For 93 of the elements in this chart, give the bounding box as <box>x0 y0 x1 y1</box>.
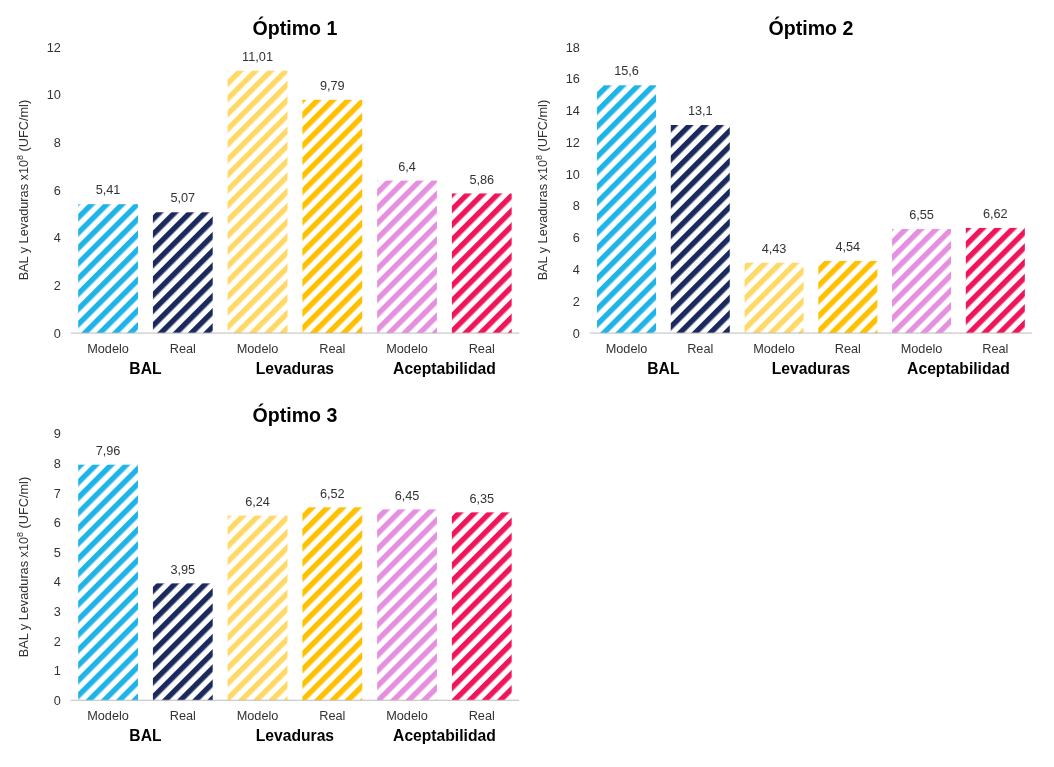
chart-title: Óptimo 2 <box>768 16 854 40</box>
text: Aceptabilidad <box>907 360 1010 378</box>
y-tick-label: 2 <box>53 277 61 293</box>
bar <box>451 512 512 701</box>
y-tick-label: 6 <box>53 182 61 198</box>
y-tick-label: 14 <box>565 103 580 119</box>
y-tick-label: 5 <box>53 544 61 560</box>
y-tick-label: 10 <box>565 166 580 182</box>
y-tick-label: 1 <box>53 663 61 679</box>
data-label: 6,4 <box>398 158 416 174</box>
bar <box>302 99 363 334</box>
text: BAL <box>647 360 680 378</box>
text: Levaduras <box>255 727 335 745</box>
data-label: 9,79 <box>319 78 345 94</box>
x-tick-label: Modelo <box>605 340 648 356</box>
y-tick-label: 9 <box>53 426 61 442</box>
data-label: 6,45 <box>394 487 420 503</box>
x-tick-label: Modelo <box>87 340 129 356</box>
x-tick-label: Modelo <box>236 340 279 356</box>
text: Levaduras <box>771 360 851 378</box>
x-tick-label: Real <box>468 707 495 723</box>
data-label: 6,55 <box>909 207 934 223</box>
x-tick-label: Real <box>982 340 1009 356</box>
x-tick-label: Real <box>687 340 714 356</box>
text: BAL <box>129 360 162 378</box>
y-tick-label: 4 <box>53 230 61 246</box>
bar <box>302 507 363 701</box>
bar <box>965 227 1025 334</box>
data-label: 15,6 <box>614 63 639 79</box>
bar <box>670 125 730 334</box>
text: Aceptabilidad <box>393 727 496 745</box>
data-label: 5,07 <box>170 190 196 206</box>
y-tick-label: 10 <box>46 87 61 103</box>
y-tick-label: 6 <box>572 230 580 246</box>
y-tick-label: 2 <box>572 293 580 309</box>
text: Aceptabilidad <box>393 360 496 378</box>
bar <box>78 204 138 334</box>
bar <box>78 464 138 701</box>
x-tick-label: Real <box>834 340 861 356</box>
data-label: 4,43 <box>761 240 787 256</box>
data-label: 6,35 <box>469 490 495 506</box>
bar <box>227 515 288 701</box>
y-tick-label: 12 <box>565 134 580 150</box>
x-tick-label: Modelo <box>87 707 129 723</box>
x-tick-label: Modelo <box>900 340 943 356</box>
bar <box>451 193 512 334</box>
y-tick-label: 8 <box>53 134 61 150</box>
bar <box>377 180 437 334</box>
data-label: 13,1 <box>687 103 713 119</box>
x-tick-label: Real <box>319 707 346 723</box>
x-tick-label: Real <box>468 340 495 356</box>
bar <box>152 212 213 334</box>
y-tick-label: 6 <box>53 515 61 531</box>
x-tick-label: Modelo <box>386 707 428 723</box>
bar <box>152 583 213 701</box>
y-tick-label: 2 <box>53 633 61 649</box>
bar <box>227 70 288 334</box>
y-tick-label: 16 <box>565 71 580 87</box>
data-label: 3,95 <box>170 561 196 577</box>
x-tick-label: Real <box>319 340 346 356</box>
data-label: 6,24 <box>245 493 270 509</box>
bar <box>377 509 437 701</box>
y-tick-label: 0 <box>53 325 61 341</box>
y-tick-label: 0 <box>53 692 61 708</box>
x-tick-label: Real <box>169 707 196 723</box>
y-tick-label: 8 <box>53 455 61 471</box>
y-tick-label: 0 <box>572 325 580 341</box>
data-label: 5,41 <box>95 182 121 198</box>
data-label: 7,96 <box>95 442 121 458</box>
y-tick-label: 7 <box>53 485 61 501</box>
x-tick-label: Modelo <box>236 707 279 723</box>
bar <box>744 262 804 334</box>
data-label: 6,52 <box>319 485 345 501</box>
y-tick-label: 18 <box>565 39 580 55</box>
y-tick-label: 8 <box>572 198 580 214</box>
data-label: 4,54 <box>835 239 861 255</box>
data-label: 6,62 <box>982 206 1008 222</box>
text: Levaduras <box>255 360 335 378</box>
y-tick-label: 12 <box>46 39 61 55</box>
text: BAL <box>129 727 162 745</box>
bar <box>597 85 657 334</box>
chart-title: Óptimo 3 <box>252 403 338 427</box>
y-tick-label: 3 <box>53 603 61 619</box>
chart-title: Óptimo 1 <box>252 16 338 40</box>
x-tick-label: Modelo <box>753 340 795 356</box>
bar <box>818 260 878 334</box>
x-tick-label: Real <box>169 340 196 356</box>
y-tick-label: 4 <box>53 574 61 590</box>
data-label: 5,86 <box>469 171 495 187</box>
bar <box>892 229 952 334</box>
y-tick-label: 4 <box>572 261 580 277</box>
x-tick-label: Modelo <box>386 340 428 356</box>
data-label: 11,01 <box>242 48 273 64</box>
